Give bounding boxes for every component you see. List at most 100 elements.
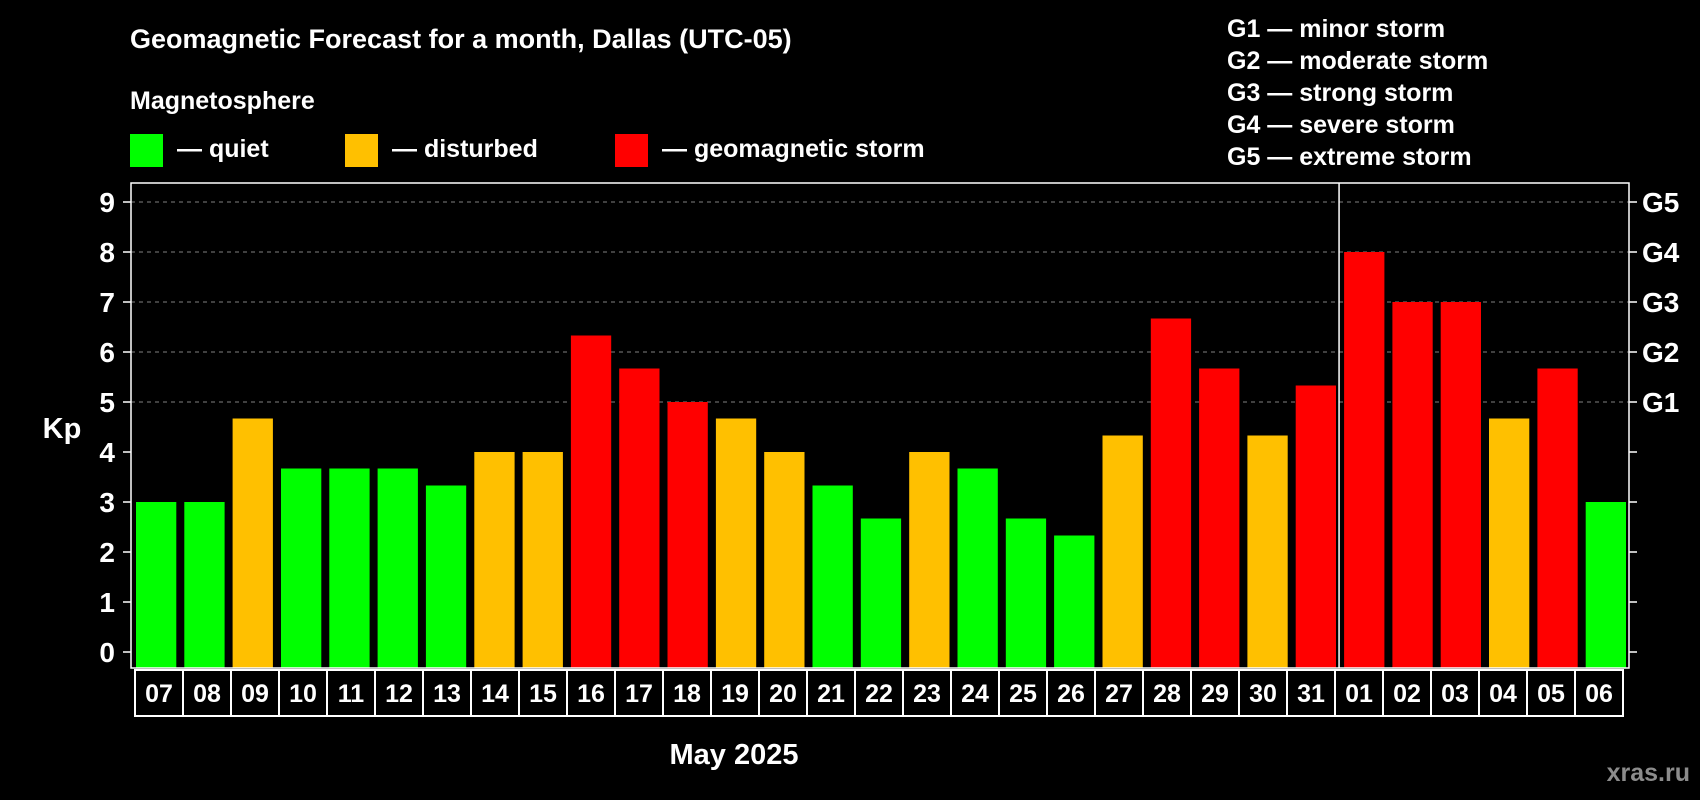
bars <box>136 183 1626 668</box>
g-scale-label: G1 <box>1642 387 1679 418</box>
x-tick-label: 25 <box>1009 680 1037 708</box>
y-tick-label: 7 <box>99 287 115 318</box>
bar-31 <box>1295 385 1336 668</box>
storm-scale-item: G5 — extreme storm <box>1227 143 1472 171</box>
storm-scale-item: G3 — strong storm <box>1227 79 1453 107</box>
x-tick-label: 03 <box>1441 680 1469 708</box>
y-tick-label: 1 <box>99 587 115 618</box>
x-tick-label: 06 <box>1585 680 1613 708</box>
bar-27 <box>1102 435 1143 668</box>
x-tick-label: 23 <box>913 680 941 708</box>
g-scale-label: G3 <box>1642 287 1679 318</box>
bar-30 <box>1247 435 1288 668</box>
legend-swatch <box>130 134 163 167</box>
legend-label: — disturbed <box>392 135 538 163</box>
x-tick-label: 16 <box>577 680 605 708</box>
bar-23 <box>909 452 950 668</box>
bar-25 <box>1005 518 1047 668</box>
bar-10 <box>281 468 322 668</box>
y-tick-label: 8 <box>99 237 115 268</box>
x-tick-label: 01 <box>1345 680 1373 708</box>
g-scale-label: G5 <box>1642 187 1679 218</box>
y-tick-label: 5 <box>99 387 115 418</box>
bar-15 <box>522 452 563 668</box>
bar-20 <box>764 452 805 668</box>
date-axis-frame <box>134 669 1624 717</box>
x-tick-label: 24 <box>961 680 989 708</box>
legend: — quiet — disturbed — geomagnetic storm <box>130 134 925 167</box>
bar-04 <box>1489 418 1530 668</box>
x-tick-label: 09 <box>241 680 269 708</box>
storm-scale-item: G4 — severe storm <box>1227 111 1455 139</box>
bar-03 <box>1440 302 1481 668</box>
x-tick-label: 02 <box>1393 680 1421 708</box>
y-tick-label: 9 <box>99 187 115 218</box>
bar-29 <box>1199 368 1240 668</box>
bar-19 <box>715 418 757 668</box>
legend-swatch <box>615 134 648 167</box>
g-scale-axis: G1 G2 G3 G4 G5 <box>1629 187 1680 653</box>
bar-26 <box>1054 535 1095 668</box>
x-tick-label: 17 <box>625 680 653 708</box>
legend-label: — geomagnetic storm <box>662 135 925 163</box>
storm-scale-legend: G1 — minor storm G2 — moderate storm G3 — … <box>1227 15 1488 171</box>
bar-07 <box>136 502 177 668</box>
x-tick-label: 11 <box>338 680 365 708</box>
bar-14 <box>474 452 515 668</box>
y-axis-label: Kp <box>43 413 82 445</box>
x-tick-label: 26 <box>1057 680 1085 708</box>
x-tick-label: 12 <box>385 680 413 708</box>
x-axis: 07 08 09 10 11 12 13 14 15 16 17 18 19 20 21 22 23 24 25 26… <box>134 669 1624 717</box>
x-tick-label: 14 <box>481 680 509 708</box>
legend-label: — quiet <box>177 135 269 163</box>
y-tick-label: 0 <box>99 637 115 668</box>
chart-title: Geomagnetic Forecast for a month, Dallas… <box>130 24 792 54</box>
bar-24 <box>957 468 998 668</box>
storm-scale-item: G1 — minor storm <box>1227 15 1445 43</box>
x-tick-label: 15 <box>529 680 557 708</box>
bar-08 <box>184 502 225 668</box>
x-tick-label: 20 <box>769 680 797 708</box>
y-tick-label: 6 <box>99 337 115 368</box>
y-tick-label: 3 <box>99 487 115 518</box>
g-scale-label: G2 <box>1642 337 1679 368</box>
bar-22 <box>860 518 902 668</box>
y-tick-label: 4 <box>99 437 115 468</box>
bar-01 <box>1344 252 1385 668</box>
bar-06 <box>1585 502 1626 668</box>
x-tick-label: 27 <box>1105 680 1133 708</box>
x-tick-label: 04 <box>1489 680 1517 708</box>
x-axis-label: May 2025 <box>670 739 799 771</box>
bar-13 <box>425 485 467 668</box>
x-tick-label: 30 <box>1249 680 1277 708</box>
legend-swatch <box>345 134 378 167</box>
bar-28 <box>1150 318 1192 668</box>
watermark: xras.ru <box>1607 759 1690 787</box>
x-tick-label: 21 <box>817 680 845 708</box>
bar-05 <box>1537 368 1578 668</box>
y-tick-label: 2 <box>99 537 115 568</box>
x-tick-label: 10 <box>289 680 317 708</box>
bar-18 <box>667 402 708 668</box>
x-tick-label: 31 <box>1297 680 1325 708</box>
x-tick-label: 22 <box>865 680 893 708</box>
bar-12 <box>377 468 418 668</box>
storm-scale-item: G2 — moderate storm <box>1227 47 1488 75</box>
x-tick-label: 18 <box>673 680 701 708</box>
x-tick-label: 19 <box>721 680 749 708</box>
x-tick-label: 13 <box>433 680 461 708</box>
g-scale-label: G4 <box>1642 237 1680 268</box>
legend-heading: Magnetosphere <box>130 87 315 115</box>
bar-17 <box>619 368 660 668</box>
x-tick-label: 07 <box>145 680 173 708</box>
bar-21 <box>812 485 853 668</box>
y-axis: 0 1 2 3 4 5 6 7 8 9 <box>99 187 131 668</box>
x-tick-label: 28 <box>1153 680 1181 708</box>
bar-09 <box>232 418 273 668</box>
x-tick-label: 08 <box>193 680 221 708</box>
plot-frame <box>130 182 1630 669</box>
bar-02 <box>1392 302 1433 668</box>
bar-16 <box>570 335 612 668</box>
x-tick-label: 29 <box>1201 680 1229 708</box>
